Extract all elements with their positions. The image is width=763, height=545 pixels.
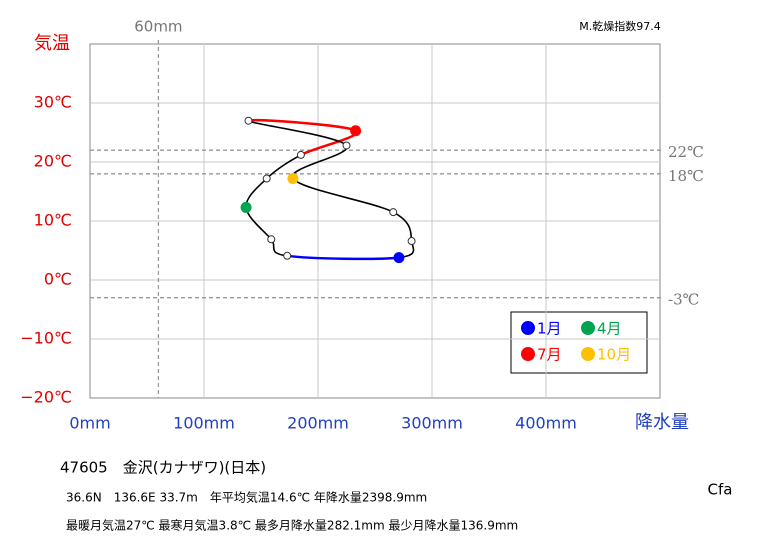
point	[407, 237, 416, 246]
line-segment	[292, 177, 394, 213]
note: M.乾燥指数97.4	[579, 19, 660, 33]
x-tick-label: 0mm	[69, 414, 110, 433]
reference-label: 22℃	[668, 143, 704, 161]
legend-marker	[581, 321, 595, 335]
line-segment	[247, 119, 348, 147]
legend-label: 1月	[537, 320, 562, 338]
legend-label: 7月	[537, 346, 562, 364]
point	[283, 251, 292, 260]
y-tick-label: 10℃	[34, 211, 72, 230]
reference-label: -3℃	[668, 291, 699, 309]
point	[296, 150, 305, 159]
y-tick-label: −10℃	[20, 329, 72, 348]
x-axis-label: 降水量	[635, 412, 689, 433]
point	[389, 208, 398, 217]
reference-label: 18℃	[668, 167, 704, 185]
y-tick-label: 30℃	[34, 93, 72, 112]
info-line: 36.6N 136.6E 33.7m 年平均気温14.6℃ 年降水量2398.9…	[66, 490, 427, 505]
point	[350, 125, 362, 137]
point	[262, 174, 271, 183]
climate-class: Cfa	[708, 481, 733, 499]
x-tick-label: 300mm	[401, 414, 463, 433]
line-segment	[392, 211, 413, 242]
legend-marker	[521, 321, 535, 335]
line-segment	[245, 207, 272, 240]
legend-marker	[521, 347, 535, 361]
legend-label: 10月	[597, 346, 631, 364]
point	[267, 235, 276, 244]
line-segment	[287, 254, 400, 261]
x-tick-label: 100mm	[173, 414, 235, 433]
point	[244, 116, 253, 125]
legend-marker	[581, 347, 595, 361]
point	[393, 252, 405, 264]
point	[240, 201, 252, 213]
legend-label: 4月	[597, 320, 622, 338]
y-tick-label: 20℃	[34, 152, 72, 171]
station: 47605 金沢(カナザワ)(日本)	[60, 459, 266, 477]
y-tick-label: 0℃	[44, 270, 72, 289]
y-axis-label: 気温	[34, 33, 70, 54]
x-tick-label: 400mm	[515, 414, 577, 433]
reference-label: 60mm	[134, 18, 182, 36]
point	[342, 141, 351, 150]
y-tick-label: −20℃	[20, 388, 72, 407]
legend-box	[510, 311, 648, 374]
point	[287, 173, 299, 185]
x-tick-label: 200mm	[287, 414, 349, 433]
info-line: 最暖月気温27℃ 最寒月気温3.8℃ 最多月降水量282.1mm 最少月降水量1…	[66, 518, 518, 533]
